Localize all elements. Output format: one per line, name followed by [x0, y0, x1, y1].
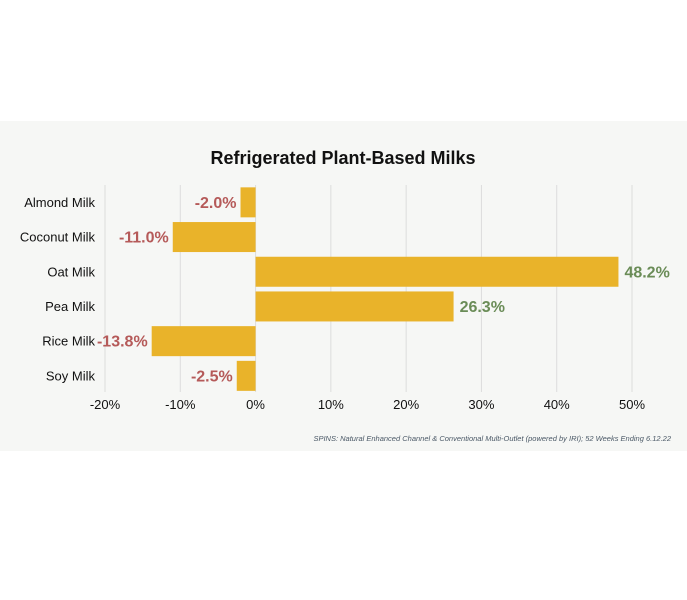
- category-label: Almond Milk: [24, 195, 95, 210]
- x-tick-label: 20%: [393, 397, 419, 412]
- gridlines: [104, 185, 633, 392]
- bar: [255, 256, 619, 287]
- bars: [151, 187, 619, 391]
- data-label: -2.0%: [195, 195, 237, 212]
- chart-title: Refrigerated Plant-Based Milks: [210, 148, 475, 168]
- x-tick-label: 0%: [246, 397, 265, 412]
- bar: [151, 326, 256, 357]
- data-label: 48.2%: [624, 264, 669, 281]
- x-tick-label: -10%: [165, 397, 196, 412]
- data-labels: -2.0% -11.0% 48.2% 26.3% -13.8% -2.5%: [97, 195, 670, 386]
- bar: [240, 187, 256, 218]
- source-note: SPINS: Natural Enhanced Channel & Conven…: [313, 434, 671, 443]
- category-label: Rice Milk: [42, 334, 95, 349]
- data-label: -2.5%: [191, 368, 233, 385]
- category-labels: Almond Milk Coconut Milk Oat Milk Pea Milk R…: [20, 195, 96, 384]
- bar: [172, 222, 256, 253]
- x-tick-label: 30%: [468, 397, 494, 412]
- bar: [236, 360, 256, 391]
- x-tick-label: 10%: [318, 397, 344, 412]
- category-label: Oat Milk: [47, 264, 95, 279]
- x-tick-labels: -20% -10% 0% 10% 20% 30% 40% 50%: [90, 397, 646, 412]
- data-label: -11.0%: [119, 230, 169, 247]
- data-label: -13.8%: [97, 334, 148, 351]
- category-label: Soy Milk: [46, 368, 96, 383]
- data-label: 26.3%: [460, 299, 505, 316]
- x-tick-label: 50%: [619, 397, 645, 412]
- bar: [255, 291, 454, 322]
- x-tick-label: -20%: [90, 397, 121, 412]
- x-tick-label: 40%: [544, 397, 570, 412]
- category-label: Pea Milk: [45, 299, 95, 314]
- category-label: Coconut Milk: [20, 230, 96, 245]
